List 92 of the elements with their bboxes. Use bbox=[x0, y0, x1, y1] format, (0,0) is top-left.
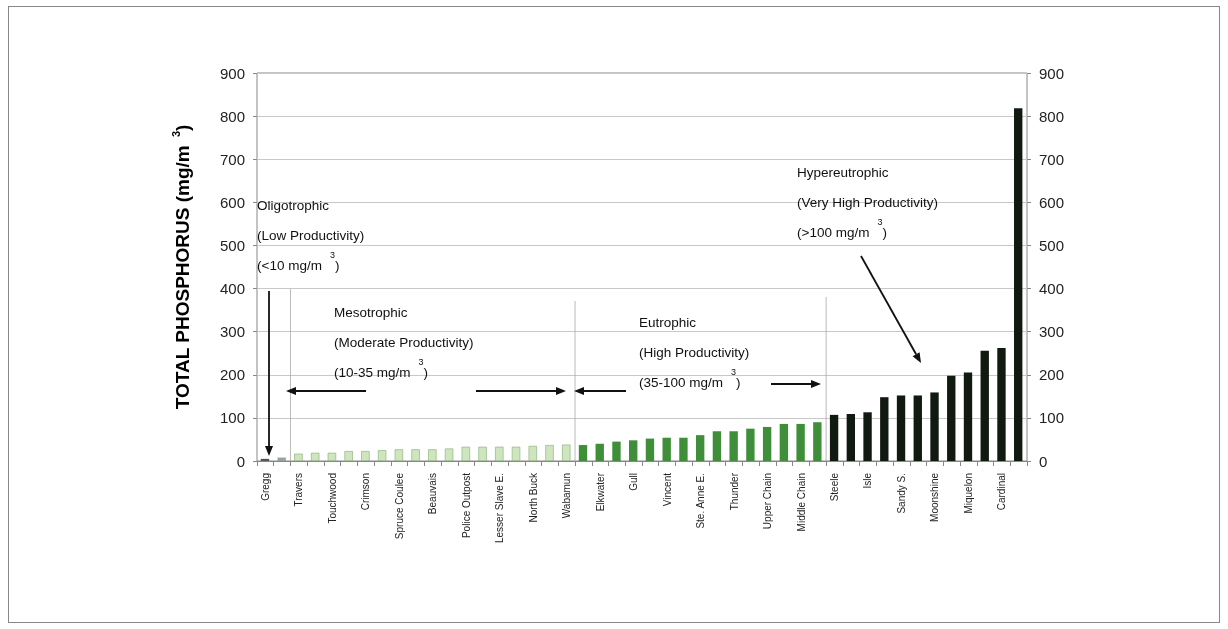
y2-tick-label: 400 bbox=[1039, 280, 1065, 298]
annotation: Oligotrophic (Low Productivity) (<10 mg/m3) bbox=[257, 197, 365, 273]
bar bbox=[629, 440, 638, 461]
bar bbox=[444, 448, 454, 461]
y2-tick-label: 0 bbox=[1039, 452, 1048, 470]
y-tick-label: 300 bbox=[219, 323, 245, 341]
x-tick-label: Vincent bbox=[661, 472, 673, 507]
bar bbox=[310, 452, 320, 461]
bar bbox=[947, 375, 956, 461]
bar bbox=[361, 451, 370, 461]
bar bbox=[428, 449, 437, 461]
y2-tick-label: 700 bbox=[1039, 150, 1065, 168]
x-tick-label: Spruce Coulee bbox=[393, 472, 405, 540]
annotation: Eutrophic (High Productivity) (35-100 mg/m3) bbox=[639, 314, 750, 390]
y-tick-label: 200 bbox=[219, 366, 245, 384]
y-tick-label: 800 bbox=[219, 107, 245, 125]
y-tick-label: 600 bbox=[219, 193, 245, 211]
x-tick-label: Miquelon bbox=[962, 473, 974, 514]
x-tick-label: Police Outpost bbox=[460, 472, 472, 539]
bar bbox=[411, 449, 420, 461]
x-tick-label: Travers bbox=[293, 473, 305, 507]
y2-tick-label: 500 bbox=[1039, 236, 1065, 254]
y-tick-label: 500 bbox=[219, 236, 245, 254]
bar bbox=[762, 426, 772, 461]
bar bbox=[612, 441, 621, 461]
bar bbox=[528, 445, 537, 461]
bar bbox=[679, 437, 688, 461]
bar bbox=[344, 451, 353, 461]
x-tick-label: Ste. Anne E. bbox=[695, 473, 707, 529]
bar bbox=[478, 446, 487, 461]
bar bbox=[461, 446, 471, 461]
x-tick-label: Wabamun bbox=[561, 473, 573, 519]
annotation: Hypereutrophic (Very High Productivity) (>100 mg/m3) bbox=[797, 164, 939, 240]
bar bbox=[829, 414, 839, 461]
bar bbox=[997, 348, 1006, 461]
x-tick-label: North Buck bbox=[527, 472, 539, 523]
x-tick-label: Gull bbox=[628, 473, 640, 491]
bar bbox=[913, 395, 922, 461]
bar bbox=[562, 444, 571, 461]
y2-tick-label: 100 bbox=[1039, 409, 1065, 427]
bar bbox=[880, 397, 889, 461]
bar bbox=[495, 446, 504, 461]
x-tick-label: Thunder bbox=[728, 472, 740, 511]
y-axis-title: TOTAL PHOSPHORUS (mg/m3) bbox=[169, 124, 193, 410]
bar bbox=[645, 438, 655, 461]
bar bbox=[394, 449, 404, 461]
x-tick-label: Isle bbox=[862, 472, 874, 489]
x-tick-label: Sandy S. bbox=[895, 473, 907, 514]
x-tick-label: Middle Chain bbox=[795, 473, 807, 532]
y-tick-label: 400 bbox=[219, 280, 245, 298]
bar bbox=[729, 431, 738, 461]
x-tick-label: Upper Chain bbox=[762, 473, 774, 530]
y2-tick-label: 200 bbox=[1039, 366, 1065, 384]
y2-tick-label: 300 bbox=[1039, 323, 1065, 341]
bar bbox=[813, 422, 822, 461]
bar bbox=[695, 435, 705, 461]
y2-tick-label: 600 bbox=[1039, 193, 1065, 211]
x-tick-label: Cardinal bbox=[996, 473, 1008, 511]
bar bbox=[796, 423, 805, 461]
y2-tick-label: 800 bbox=[1039, 107, 1065, 125]
bar bbox=[846, 414, 856, 461]
bar bbox=[294, 453, 303, 461]
bar bbox=[779, 423, 789, 461]
x-tick-label: Touchwood bbox=[326, 473, 338, 524]
bar bbox=[327, 452, 337, 461]
annotation: Mesotrophic (Moderate Productivity) (10-35 mg/m3) bbox=[334, 304, 474, 380]
bar bbox=[896, 395, 906, 461]
y-tick-label: 700 bbox=[219, 150, 245, 168]
bar bbox=[511, 446, 521, 461]
bar bbox=[1014, 108, 1023, 461]
y-tick-label: 0 bbox=[236, 452, 245, 470]
x-tick-label: Gregg bbox=[259, 473, 271, 501]
bar bbox=[963, 372, 973, 461]
bar bbox=[545, 445, 554, 461]
bar bbox=[377, 450, 387, 461]
x-tick-label: Beauvais bbox=[427, 473, 439, 515]
bar bbox=[595, 443, 604, 461]
x-tick-label: Crimson bbox=[360, 473, 372, 511]
bar bbox=[980, 350, 989, 461]
bar bbox=[746, 428, 755, 461]
bar bbox=[863, 412, 872, 461]
bar bbox=[578, 445, 588, 461]
bar bbox=[662, 437, 671, 461]
x-tick-label: Lesser Slave E. bbox=[494, 473, 506, 544]
x-tick-label: Steele bbox=[829, 472, 840, 502]
bar bbox=[712, 431, 722, 461]
y-tick-label: 100 bbox=[219, 409, 245, 427]
bar bbox=[930, 392, 939, 461]
x-tick-label: Moonshine bbox=[929, 472, 941, 522]
y-tick-label: 900 bbox=[219, 64, 245, 82]
x-tick-label: Elkwater bbox=[594, 472, 606, 512]
y2-tick-label: 900 bbox=[1039, 64, 1065, 82]
